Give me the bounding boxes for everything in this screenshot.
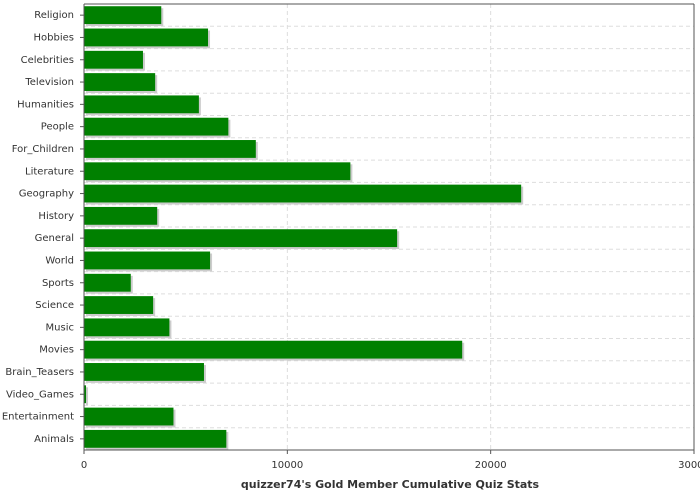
x-tick-label: 30000 <box>678 460 700 471</box>
bar <box>84 28 209 47</box>
y-tick-label: Video_Games <box>6 389 74 400</box>
y-tick-label: World <box>45 255 74 266</box>
y-tick-label: Television <box>24 77 74 88</box>
y-tick-label: Music <box>46 322 74 333</box>
chart-title: quizzer74's Gold Member Cumulative Quiz … <box>241 478 540 491</box>
bar <box>84 162 351 181</box>
bar <box>84 273 131 292</box>
bar <box>84 385 87 404</box>
bar <box>84 318 170 337</box>
bar <box>84 206 158 225</box>
y-tick-label: Literature <box>25 166 74 177</box>
bar <box>84 95 199 114</box>
x-tick-label: 10000 <box>271 460 303 471</box>
y-tick-label: Animals <box>34 434 74 445</box>
bar <box>84 363 204 381</box>
y-tick-label: For_Children <box>12 144 74 155</box>
y-tick-label: Religion <box>34 10 74 21</box>
bar <box>84 251 211 270</box>
x-tick-label: 0 <box>81 460 87 471</box>
y-tick-label: Sports <box>42 278 74 289</box>
y-tick-label: People <box>41 122 74 133</box>
bar <box>84 117 229 136</box>
y-tick-label: General <box>35 233 74 244</box>
bar <box>84 140 256 158</box>
bar <box>84 184 522 203</box>
y-tick-label: Movies <box>39 345 74 356</box>
y-tick-label: History <box>38 211 74 222</box>
bar <box>84 6 162 25</box>
bar <box>84 340 463 359</box>
y-tick-label: Celebrities <box>21 55 74 66</box>
y-tick-label: Humanities <box>17 99 74 110</box>
y-tick-label: Geography <box>19 189 74 200</box>
x-tick-label: 20000 <box>475 460 507 471</box>
bar <box>84 296 154 314</box>
y-tick-label: Entertainment <box>2 412 74 423</box>
bar-shadow <box>86 387 89 406</box>
bar <box>84 73 156 91</box>
y-tick-label: Hobbies <box>34 32 74 43</box>
bar <box>84 407 174 426</box>
y-tick-label: Science <box>35 300 74 311</box>
y-tick-label: Brain_Teasers <box>5 367 74 378</box>
bar <box>84 50 143 69</box>
bar <box>84 229 398 248</box>
bar <box>84 429 227 448</box>
